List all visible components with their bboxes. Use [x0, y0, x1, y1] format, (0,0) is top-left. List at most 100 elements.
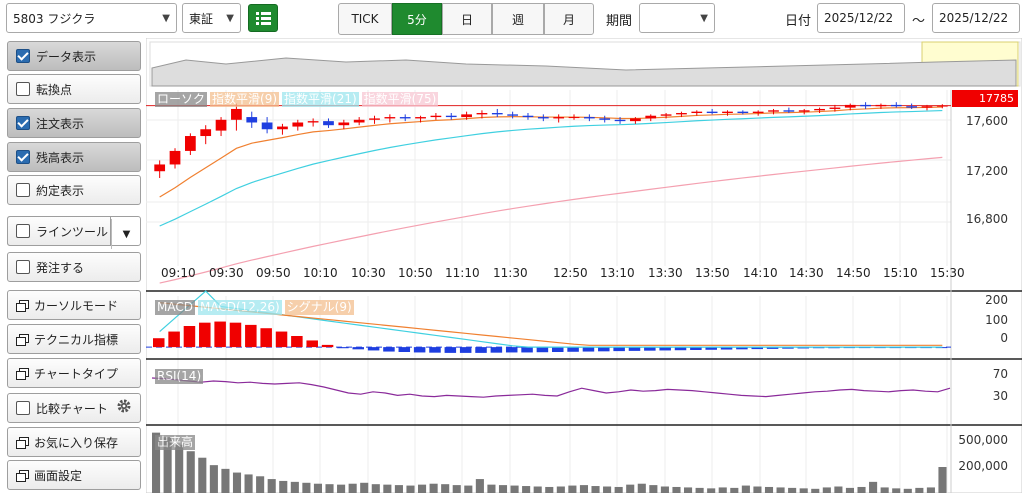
macd-bar	[521, 347, 533, 353]
macd-bar	[398, 347, 411, 352]
period-label: 期間	[606, 14, 633, 29]
volume-bar	[302, 482, 311, 493]
volume-bar	[649, 485, 658, 493]
volume-bar	[418, 484, 427, 493]
symbol-select[interactable]: 5803 フジクラ ▼	[6, 3, 177, 33]
volume-bar	[892, 488, 901, 493]
volume-bar	[811, 488, 820, 493]
sidebar-item-8[interactable]: カーソルモード	[7, 290, 141, 320]
candle-body	[307, 121, 319, 123]
candle-body	[261, 122, 273, 130]
sidebar-item-10[interactable]: チャートタイプ	[7, 358, 141, 388]
sidebar-item-12[interactable]: お気に入り保存	[7, 427, 141, 457]
volume-bar	[163, 437, 172, 493]
candle-body	[921, 106, 933, 108]
x-tick-label: 09:50	[256, 266, 291, 280]
macd-bar	[751, 347, 764, 350]
gear-icon[interactable]	[116, 398, 132, 414]
macd-tick: 0	[1000, 331, 1008, 345]
candle-body	[369, 118, 380, 120]
candle-body	[860, 104, 871, 107]
tab-tick[interactable]: TICK	[338, 3, 392, 35]
legend-macd-line: MACD(12,26)	[197, 300, 282, 315]
volume-bar	[267, 479, 276, 493]
macd-bar	[229, 322, 242, 348]
tab-day[interactable]: 日	[442, 3, 492, 35]
sidebar-item-6[interactable]: ラインツール	[7, 216, 111, 246]
sidebar-item-3[interactable]: 注文表示	[7, 108, 141, 138]
macd-bar	[260, 328, 272, 348]
sidebar-item-label: 約定表示	[36, 183, 85, 198]
sidebar-item-2[interactable]: 転換点	[7, 74, 141, 104]
macd-bar	[383, 347, 395, 352]
date-from-input[interactable]: 2025/12/22	[817, 3, 905, 33]
candle-body	[722, 111, 733, 114]
tab-month[interactable]: 月	[544, 3, 594, 35]
sidebar-item-7[interactable]: 発注する	[7, 252, 141, 282]
sidebar-item-4[interactable]: 残高表示	[7, 142, 141, 172]
macd-bar	[429, 347, 441, 353]
macd-bar	[674, 347, 687, 351]
macd-bar	[582, 347, 595, 352]
date-separator: ～	[912, 14, 926, 29]
sidebar-item-label: データ表示	[36, 49, 97, 64]
candle-body	[814, 108, 825, 111]
ema-21-line	[159, 109, 943, 227]
x-tick-label: 10:30	[351, 266, 386, 280]
macd-bar	[720, 347, 733, 350]
macd-bar	[199, 322, 211, 348]
legend-ema21: 指数平滑(21)	[282, 92, 359, 107]
volume-bar	[718, 487, 727, 493]
candle-body	[798, 110, 810, 112]
macd-bar	[690, 347, 702, 350]
macd-bar	[613, 347, 625, 352]
volume-bar	[626, 484, 635, 493]
candle-body	[936, 105, 948, 107]
volume-bar	[429, 483, 438, 493]
macd-bar	[475, 347, 487, 353]
volume-bar	[834, 486, 843, 493]
tab-week[interactable]: 週	[492, 3, 544, 35]
window-icon	[16, 436, 29, 449]
candle-body	[752, 111, 764, 114]
sidebar-item-1[interactable]: データ表示	[7, 41, 141, 71]
candle-body	[691, 111, 703, 114]
candle-body	[430, 115, 442, 118]
volume-bar	[209, 465, 218, 493]
line-tool-dropdown[interactable]: ▼	[111, 219, 141, 249]
chart-area[interactable]	[146, 38, 1022, 493]
date-to-input[interactable]: 2025/12/22	[932, 3, 1020, 33]
candle-body	[384, 117, 396, 119]
candle-body	[445, 115, 457, 118]
candle-body	[476, 113, 488, 115]
candle-body	[599, 118, 611, 120]
volume-bar	[556, 486, 565, 493]
candle-body	[630, 118, 641, 122]
volume-bar	[869, 481, 878, 493]
macd-bar	[598, 347, 610, 352]
chevron-down-icon: ▼	[162, 12, 170, 24]
macd-bar	[536, 347, 549, 353]
volume-bar	[256, 476, 265, 493]
candle-body	[737, 111, 749, 114]
volume-bar	[348, 483, 357, 493]
candle-body	[399, 117, 411, 119]
volume-bar	[684, 487, 693, 493]
candle-body	[844, 104, 856, 108]
x-tick-label: 10:10	[303, 266, 338, 280]
tab-5min[interactable]: 5分	[392, 3, 442, 35]
ema-9-line	[159, 106, 943, 198]
sidebar-item-9[interactable]: テクニカル指標	[7, 324, 141, 354]
candle-body	[614, 119, 626, 122]
x-tick-label: 13:10	[600, 266, 635, 280]
list-view-button[interactable]	[248, 4, 278, 32]
sidebar-item-13[interactable]: 画面設定	[7, 460, 141, 490]
window-icon	[16, 333, 29, 346]
checkbox-icon	[16, 401, 30, 415]
chevron-down-icon: ▼	[122, 228, 131, 240]
exchange-select[interactable]: 東証 ▼	[182, 3, 241, 33]
sidebar-item-5[interactable]: 約定表示	[7, 175, 141, 205]
macd-bar	[245, 324, 257, 348]
period-select[interactable]: ▼	[639, 3, 715, 33]
sidebar-item-label: 比較チャート	[36, 401, 108, 416]
